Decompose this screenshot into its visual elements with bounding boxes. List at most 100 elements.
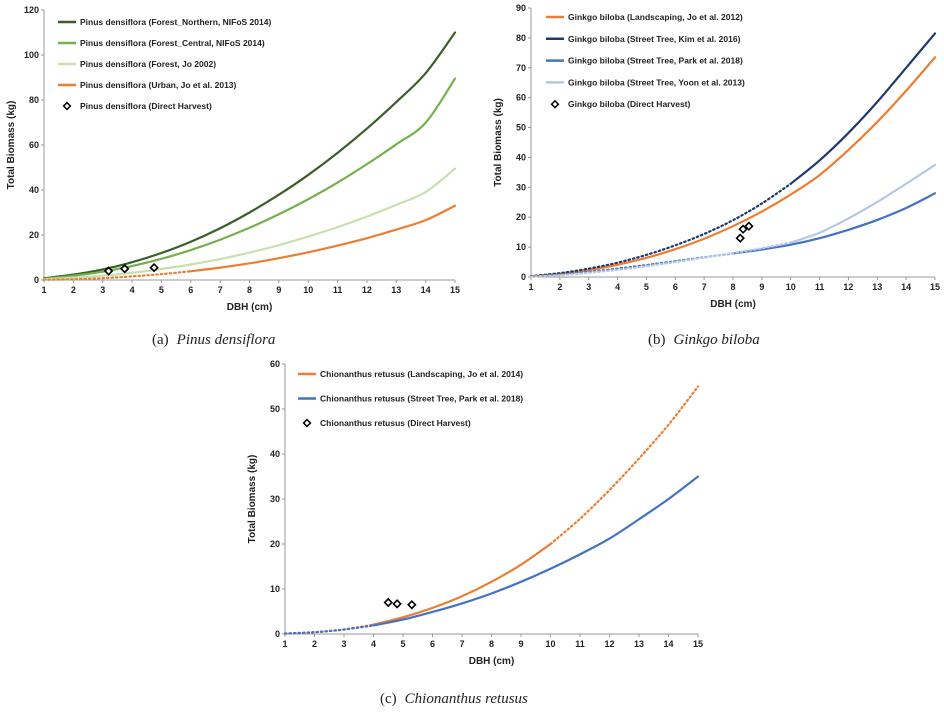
x-axis-label: DBH (cm): [227, 302, 273, 313]
legend-label: Pinus densiflora (Forest, Jo 2002): [80, 59, 216, 69]
x-tick-label: 12: [843, 282, 853, 292]
chart-ginkgo-biloba: 1 2 3 4 5 6 7 8 9 10 11 12 13 14 150102030405060708090…: [493, 3, 940, 310]
x-tick-label: 12: [362, 285, 372, 295]
legend-label: Pinus densiflora (Forest_Northern, NIFoS…: [80, 17, 271, 27]
y-tick-label: 40: [516, 152, 526, 162]
y-axis-label: Total Biomass (kg): [493, 98, 504, 187]
x-tick-label: 15: [693, 639, 703, 649]
legend-label: Chionanthus retusus (Landscaping, Jo et …: [320, 369, 523, 379]
series-line-ginkgo-biloba-street-tree-park-et-al-2018-solid: [731, 192, 937, 255]
x-tick-label: 10: [303, 285, 313, 295]
y-tick-label: 60: [270, 359, 280, 369]
x-tick-label: 2: [557, 282, 562, 292]
y-tick-label: 30: [516, 182, 526, 192]
x-tick-label: 8: [489, 639, 494, 649]
series-line-chionanthus-retusus-landscaping-jo-et-al-2014-solid: [372, 542, 552, 626]
x-tick-label: 6: [673, 282, 678, 292]
x-tick-label: 7: [459, 639, 464, 649]
y-tick-label: 10: [516, 242, 526, 252]
x-tick-label: 14: [421, 285, 431, 295]
x-tick-label: 1: [282, 639, 287, 649]
x-tick-label: 13: [634, 639, 644, 649]
series-line-ginkgo-biloba-landscaping-jo-et-al-2012-solid: [529, 56, 937, 278]
y-tick-label: 0: [275, 629, 280, 639]
series-line-chionanthus-retusus-street-tree-park-et-al-2018-dotted: [283, 624, 375, 635]
y-tick-label: 40: [270, 449, 280, 459]
caption-c: (c) Chionanthus retusus: [380, 691, 528, 707]
legend-label: Pinus densiflora (Urban, Jo et al. 2013): [80, 80, 237, 90]
x-tick-label: 10: [786, 282, 796, 292]
x-tick-label: 15: [930, 282, 940, 292]
y-tick-label: 30: [270, 494, 280, 504]
series-line-ginkgo-biloba-street-tree-kim-et-al-2016-dotted: [529, 182, 792, 278]
x-tick-label: 7: [218, 285, 223, 295]
x-tick-label: 5: [644, 282, 649, 292]
y-tick-label: 20: [29, 230, 39, 240]
y-tick-label: 20: [516, 212, 526, 222]
y-tick-label: 10: [270, 584, 280, 594]
x-tick-label: 9: [759, 282, 764, 292]
series-line-pinus-densiflora-urban-jo-et-al-2013-solid: [189, 204, 457, 273]
x-tick-label: 4: [371, 639, 376, 649]
data-point-direct-harvest: [392, 599, 402, 609]
x-tick-label: 15: [450, 285, 460, 295]
x-tick-label: 13: [391, 285, 401, 295]
x-tick-label: 9: [518, 639, 523, 649]
x-tick-label: 5: [159, 285, 164, 295]
x-tick-label: 13: [872, 282, 882, 292]
legend-label: Ginkgo biloba (Street Tree, Kim et al. 2…: [568, 34, 741, 44]
legend-label: Pinus densiflora (Direct Harvest): [80, 101, 212, 111]
legend-swatch-diamond: [302, 418, 312, 428]
x-tick-label: 4: [130, 285, 135, 295]
series-line-ginkgo-biloba-street-tree-yoon-et-al-2013-solid: [789, 163, 937, 244]
series-line-pinus-densiflora-forest-northern-nifos-2014-solid: [42, 31, 457, 280]
data-point-direct-harvest: [103, 266, 114, 276]
y-tick-label: 70: [516, 63, 526, 73]
y-tick-label: 0: [521, 272, 526, 282]
data-point-direct-harvest: [744, 221, 754, 231]
x-tick-label: 12: [604, 639, 614, 649]
y-axis-label: Total Biomass (kg): [6, 101, 17, 190]
x-tick-label: 3: [100, 285, 105, 295]
y-tick-label: 80: [29, 95, 39, 105]
x-tick-label: 1: [528, 282, 533, 292]
legend-label: Ginkgo biloba (Direct Harvest): [568, 99, 690, 109]
y-tick-label: 0: [34, 275, 39, 285]
x-tick-label: 3: [586, 282, 591, 292]
legend-label: Ginkgo biloba (Landscaping, Jo et al. 20…: [568, 12, 743, 22]
x-tick-label: 8: [247, 285, 252, 295]
x-tick-label: 11: [575, 639, 585, 649]
x-tick-label: 10: [545, 639, 555, 649]
x-tick-label: 6: [430, 639, 435, 649]
y-tick-label: 80: [516, 33, 526, 43]
y-tick-label: 90: [516, 3, 526, 13]
data-point-direct-harvest: [407, 600, 417, 610]
data-point-direct-harvest: [120, 264, 130, 274]
legend-swatch-diamond: [550, 99, 560, 109]
y-tick-label: 40: [29, 185, 39, 195]
series-line-chionanthus-retusus-landscaping-jo-et-al-2014-dotted: [549, 385, 700, 546]
data-point-direct-harvest: [149, 262, 159, 273]
y-axis-label: Total Biomass (kg): [247, 455, 258, 544]
legend-label: Pinus densiflora (Forest_Central, NIFoS …: [80, 38, 265, 48]
x-tick-label: 11: [333, 285, 343, 295]
legend-label: Chionanthus retusus (Street Tree, Park e…: [320, 394, 523, 404]
series-line-pinus-densiflora-forest-jo-2002-solid: [42, 167, 457, 281]
x-axis-label: DBH (cm): [710, 299, 756, 310]
series-line-chionanthus-retusus-street-tree-park-et-al-2018-solid: [372, 475, 700, 627]
series-line-pinus-densiflora-urban-jo-et-al-2013-dotted: [42, 270, 192, 281]
x-tick-label: 5: [400, 639, 405, 649]
x-tick-label: 4: [615, 282, 620, 292]
x-tick-label: 14: [901, 282, 911, 292]
series-line-ginkgo-biloba-street-tree-yoon-et-al-2013-dotted: [529, 241, 792, 278]
y-tick-label: 60: [29, 140, 39, 150]
data-point-direct-harvest: [735, 233, 745, 243]
x-tick-label: 14: [663, 639, 673, 649]
y-tick-label: 50: [270, 404, 280, 414]
y-tick-label: 120: [24, 5, 39, 15]
y-tick-label: 50: [516, 123, 526, 133]
legend-label: Chionanthus retusus (Direct Harvest): [320, 418, 471, 428]
x-tick-label: 8: [730, 282, 735, 292]
legend-swatch-diamond: [62, 101, 72, 111]
